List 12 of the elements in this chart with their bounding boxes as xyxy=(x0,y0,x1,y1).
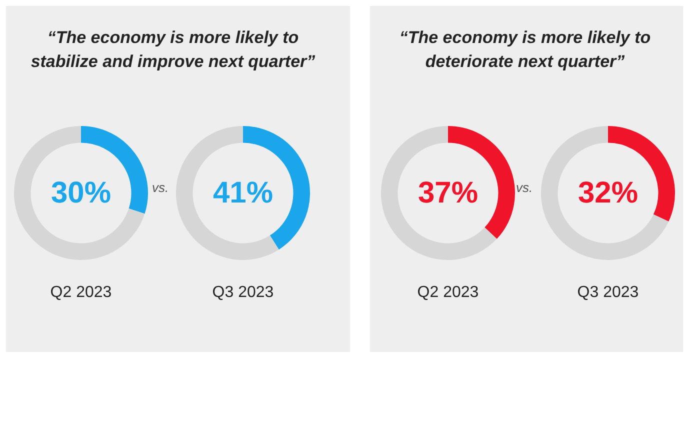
data-label: 32% xyxy=(578,176,638,210)
data-label: 37% xyxy=(418,176,478,210)
text: vs. xyxy=(152,180,169,195)
text: Q3 2023 xyxy=(576,284,640,302)
text: Q2 2023 xyxy=(416,284,480,302)
chart-title: “The economy is more likely to deteriorate next quarter” xyxy=(398,27,652,73)
text: Q3 2023 xyxy=(211,284,275,302)
text: vs. xyxy=(516,180,533,195)
data-label: 30% xyxy=(50,176,112,210)
data-label: 41% xyxy=(212,176,274,210)
chart-title: “The economy is more likely to stabilize and improve next quarter” xyxy=(30,27,316,73)
text: Q2 2023 xyxy=(49,284,113,302)
